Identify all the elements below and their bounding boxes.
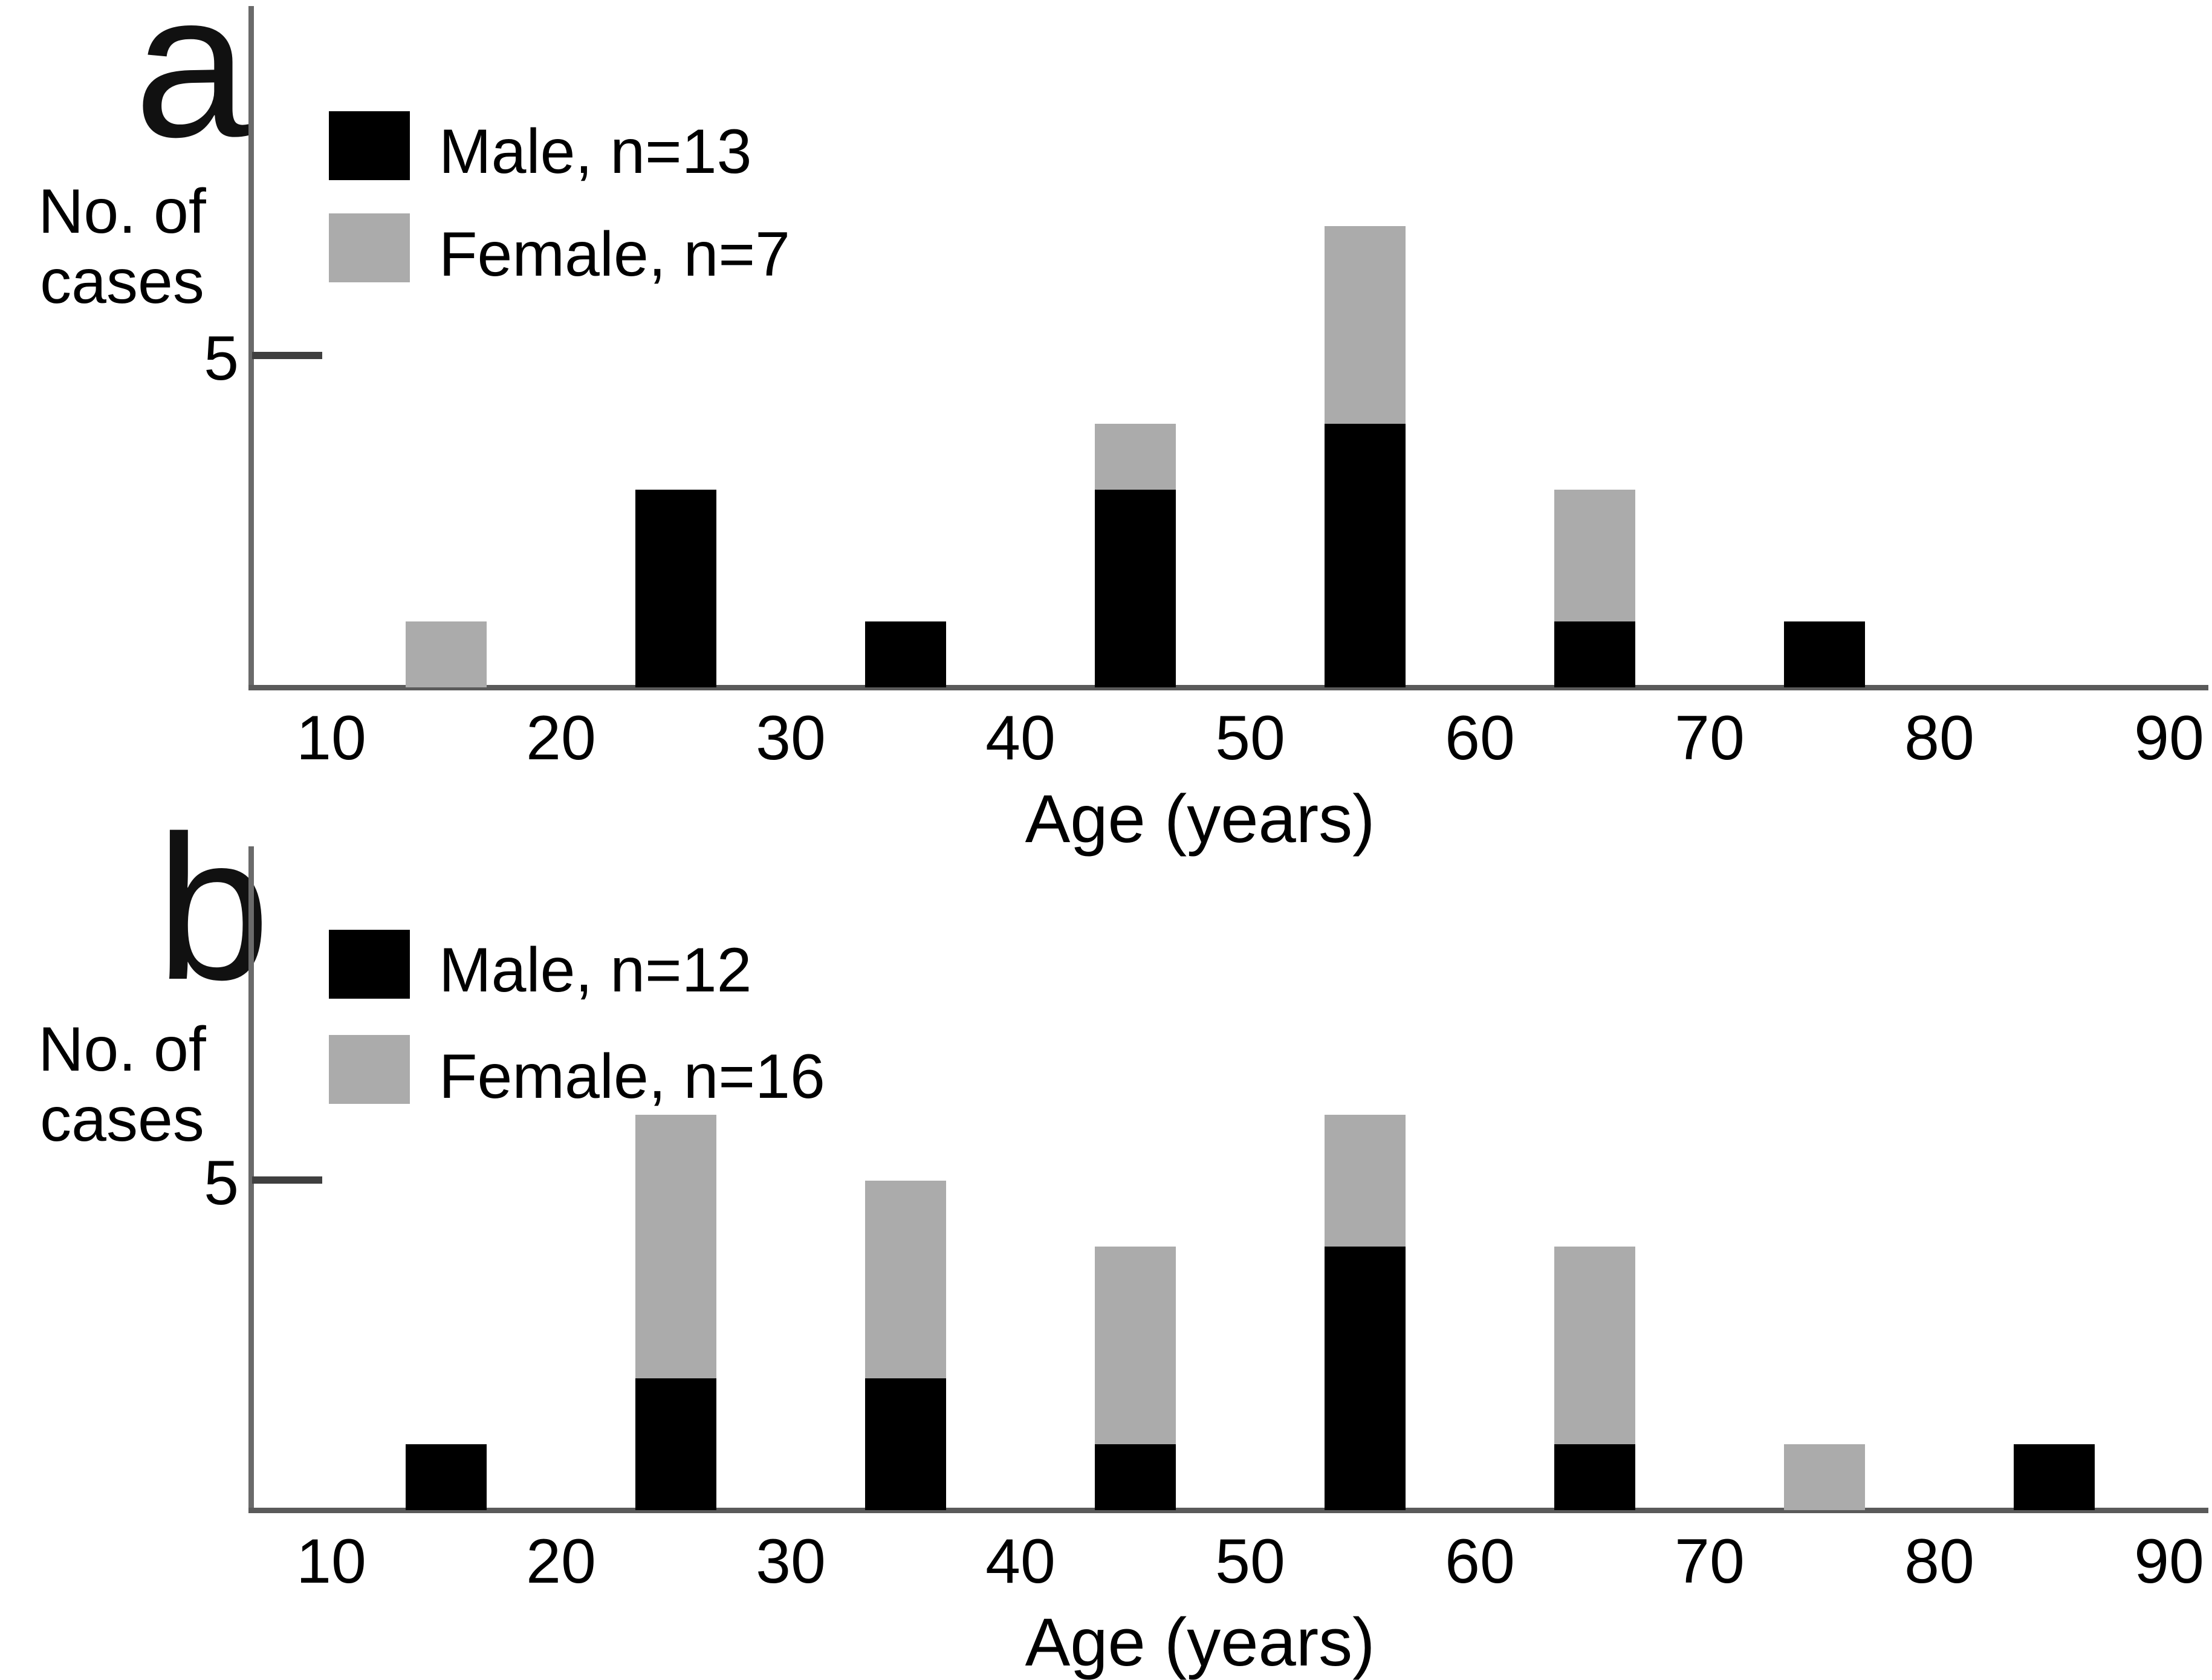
panel-a-bar-female-age-55 xyxy=(1325,226,1406,424)
panel-b-bar-female-age-35 xyxy=(865,1181,946,1378)
panel-a-xtick-label-50: 50 xyxy=(1215,703,1285,773)
panel-a-xtick-label-40: 40 xyxy=(985,703,1056,773)
panel-b-xtick-label-80: 80 xyxy=(1904,1526,1974,1597)
panel-b-y-axis-label-line1: No. of xyxy=(38,1014,206,1085)
panel-b-xtick-label-40: 40 xyxy=(985,1526,1056,1597)
panel-b-bar-male-age-35 xyxy=(865,1378,946,1510)
panel-a-bar-male-age-55 xyxy=(1325,424,1406,687)
panel-a-xtick-label-30: 30 xyxy=(756,703,826,773)
panel-b-ytick-5-mark xyxy=(252,1176,322,1184)
panel-b-xtick-label-30: 30 xyxy=(756,1526,826,1597)
panel-b-y-axis-line xyxy=(248,846,254,1513)
panel-a-xtick-label-60: 60 xyxy=(1445,703,1515,773)
panel-b-bar-female-age-45 xyxy=(1095,1247,1176,1444)
panel-b-legend-female-swatch xyxy=(329,1035,410,1104)
panel-a-y-axis-label-line2: cases xyxy=(40,247,204,317)
panel-a-xtick-label-10: 10 xyxy=(296,703,366,773)
panel-a-bar-male-age-45 xyxy=(1095,490,1176,687)
panel-b-bar-male-age-55 xyxy=(1325,1247,1406,1510)
panel-a-x-axis-line xyxy=(248,685,2208,690)
panel-b-bar-male-age-25 xyxy=(635,1378,716,1510)
panel-b-bar-female-age-75 xyxy=(1784,1444,1865,1510)
panel-b-x-axis-line xyxy=(248,1508,2208,1513)
panel-b-legend-male-label: Male, n=12 xyxy=(439,935,752,1005)
panel-b-xtick-label-70: 70 xyxy=(1675,1526,1745,1597)
panel-b-legend-male-swatch xyxy=(329,930,410,999)
panel-a-x-axis-title: Age (years) xyxy=(1025,781,1375,857)
panel-b-bar-female-age-55 xyxy=(1325,1115,1406,1247)
panel-b-bar-male-age-85 xyxy=(2014,1444,2095,1510)
panel-a-legend-male-swatch xyxy=(329,111,410,180)
panel-b-y-axis-label: No. of cases xyxy=(7,1014,237,1155)
panel-a-xtick-label-20: 20 xyxy=(526,703,596,773)
panel-a-xtick-label-90: 90 xyxy=(2134,703,2204,773)
panel-b-xtick-label-60: 60 xyxy=(1445,1526,1515,1597)
panel-a-y-axis-label: No. of cases xyxy=(7,177,237,317)
panel-a-xtick-label-70: 70 xyxy=(1675,703,1745,773)
panel-a-y-axis-label-line1: No. of xyxy=(38,177,206,247)
panel-a-ytick-5-label: 5 xyxy=(204,323,239,394)
panel-a-bar-female-age-45 xyxy=(1095,424,1176,490)
panel-a-legend-male-label: Male, n=13 xyxy=(439,117,752,187)
panel-b-bar-female-age-65 xyxy=(1554,1247,1635,1444)
panel-b-xtick-label-50: 50 xyxy=(1215,1526,1285,1597)
panel-a-bar-male-age-25 xyxy=(635,490,716,687)
panel-b-ytick-5-label: 5 xyxy=(204,1148,239,1218)
panel-a-legend-female-swatch xyxy=(329,213,410,282)
panel-a-bar-male-age-35 xyxy=(865,621,946,687)
panel-b-bar-male-age-45 xyxy=(1095,1444,1176,1510)
panel-a-bar-male-age-65 xyxy=(1554,621,1635,687)
panel-a-ytick-5-mark xyxy=(252,352,322,359)
panel-a-bar-female-age-65 xyxy=(1554,490,1635,621)
panel-a-letter: a xyxy=(134,0,249,180)
panel-a-bar-male-age-75 xyxy=(1784,621,1865,687)
panel-b-bar-male-age-15 xyxy=(406,1444,487,1510)
panel-b-x-axis-title: Age (years) xyxy=(1025,1604,1375,1680)
panel-a-bar-female-age-15 xyxy=(406,621,487,687)
panel-b-xtick-label-10: 10 xyxy=(296,1526,366,1597)
panel-b-bar-male-age-65 xyxy=(1554,1444,1635,1510)
panel-a-xtick-label-80: 80 xyxy=(1904,703,1974,773)
panel-b-xtick-label-20: 20 xyxy=(526,1526,596,1597)
panel-b-legend-female-label: Female, n=16 xyxy=(439,1042,825,1112)
panel-a-legend-female-label: Female, n=7 xyxy=(439,219,790,290)
panel-b-xtick-label-90: 90 xyxy=(2134,1526,2204,1597)
panel-a-y-axis-line xyxy=(248,6,254,690)
panel-b-bar-female-age-25 xyxy=(635,1115,716,1378)
panel-b-y-axis-label-line2: cases xyxy=(40,1085,204,1155)
